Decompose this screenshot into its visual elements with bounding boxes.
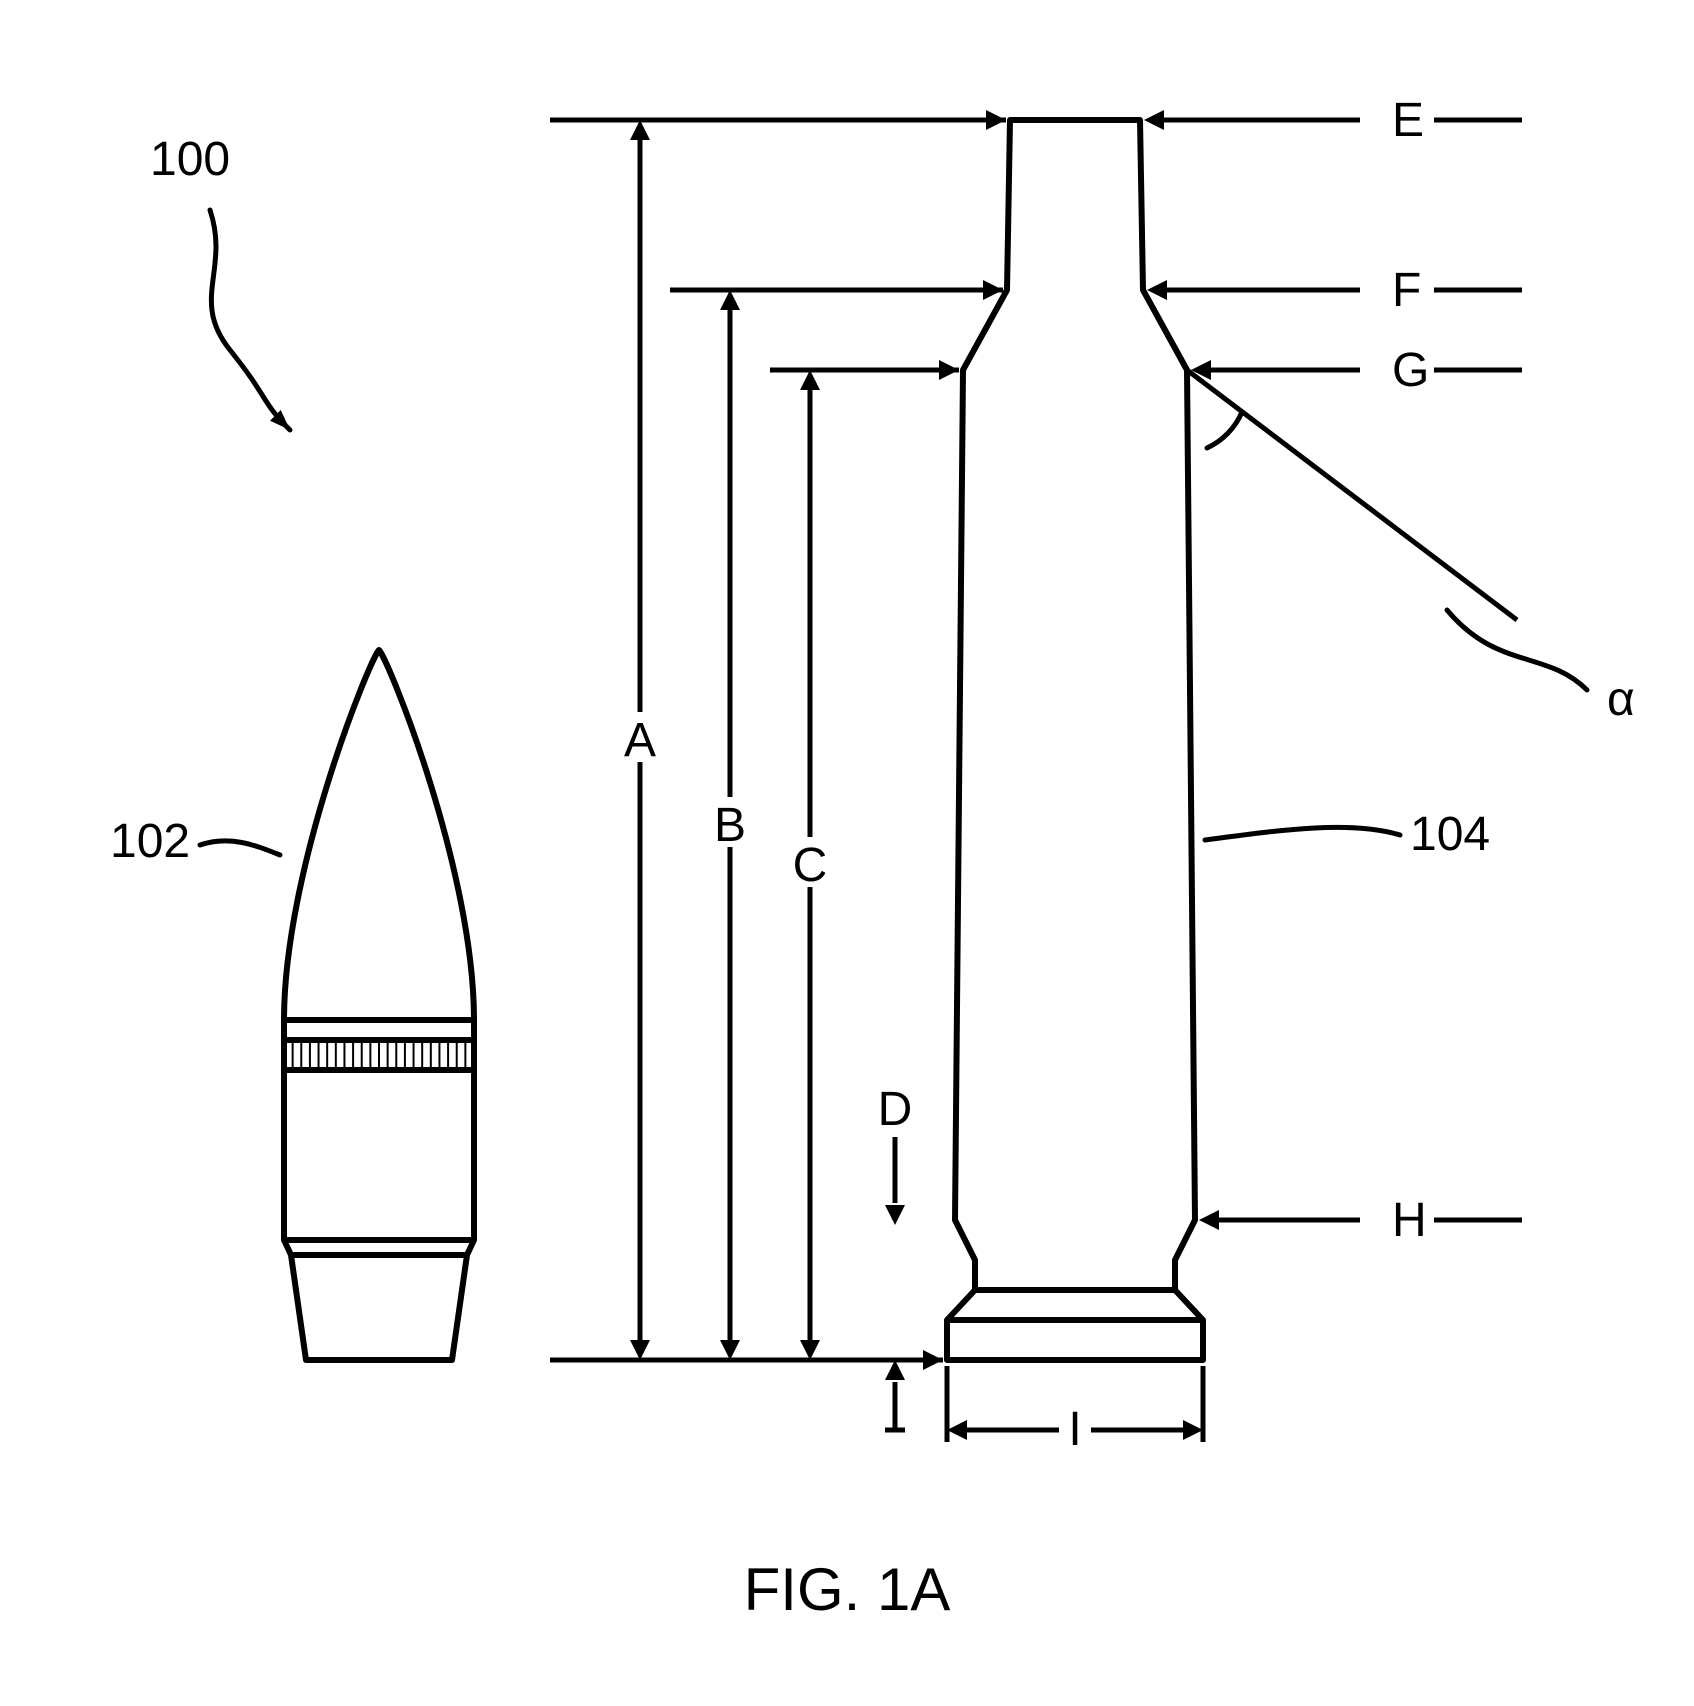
figure-caption: FIG. 1A — [744, 1556, 951, 1623]
arrowhead — [947, 1420, 967, 1440]
arrowhead — [1144, 110, 1164, 130]
arrowhead — [720, 290, 740, 310]
ref-104-leader — [1205, 827, 1400, 840]
ref-100: 100 — [150, 133, 230, 186]
arrowhead — [800, 1340, 820, 1360]
arrowhead — [939, 360, 959, 380]
arrowhead — [1183, 1420, 1203, 1440]
case-outline — [947, 120, 1203, 1360]
arrowhead — [720, 1340, 740, 1360]
arrowhead — [923, 1350, 943, 1370]
arrowhead — [1199, 1210, 1219, 1230]
dim-alpha-label: α — [1607, 673, 1635, 726]
dim-C-label: C — [793, 839, 828, 892]
ref-102: 102 — [110, 815, 190, 868]
ref-104: 104 — [1410, 808, 1490, 861]
alpha-ext — [1187, 370, 1517, 620]
arrowhead — [630, 1340, 650, 1360]
arrowhead — [885, 1360, 905, 1380]
ref-100-leader — [210, 210, 290, 430]
alpha-leader — [1447, 610, 1587, 690]
arrowhead — [800, 370, 820, 390]
dim-F-label: F — [1392, 264, 1421, 317]
dim-B-label: B — [714, 799, 746, 852]
dim-I-label: I — [1068, 1403, 1081, 1456]
arrowhead — [630, 120, 650, 140]
dim-H-label: H — [1392, 1194, 1427, 1247]
alpha-arc — [1207, 412, 1242, 448]
dim-G-label: G — [1392, 344, 1429, 397]
arrowhead — [986, 110, 1006, 130]
dim-E-label: E — [1392, 94, 1424, 147]
dim-A-label: A — [624, 714, 656, 767]
dim-D-label: D — [878, 1083, 913, 1136]
arrowhead — [885, 1205, 905, 1225]
ref-102-leader — [200, 841, 280, 855]
